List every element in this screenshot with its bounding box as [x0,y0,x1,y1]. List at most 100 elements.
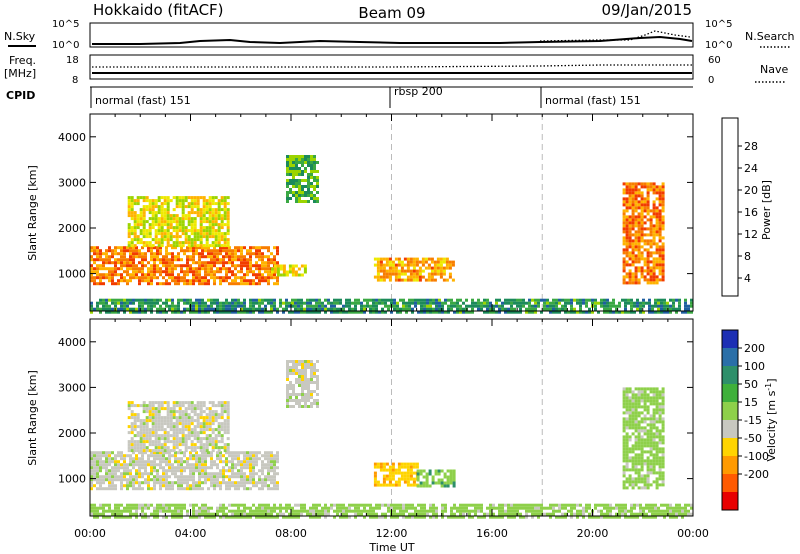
scatter-cell [169,199,173,203]
scatter-cell [192,484,195,488]
scatter-cell [489,307,492,311]
scatter-cell [661,227,665,231]
scatter-cell [637,227,641,231]
scatter-cell [172,208,176,212]
scatter-cell [208,235,212,239]
scatter-cell [133,199,137,203]
scatter-cell [252,463,255,467]
scatter-cell [138,304,141,308]
scatter-cell [634,206,638,210]
scatter-cell [183,279,186,283]
scatter-cell [217,211,221,215]
scatter-cell [661,263,665,267]
scatter-cell [153,273,156,277]
scatter-cell [220,223,224,227]
scatter-cell [196,407,200,411]
scatter-cell [144,515,147,519]
scatter-cell [426,301,429,305]
scatter-cell [634,426,638,430]
scatter-cell [199,211,203,215]
scatter-cell [123,246,126,250]
scatter-cell [108,478,111,482]
scatter-cell [400,474,404,478]
scatter-cell [628,423,632,427]
scatter-cell [468,509,471,513]
scatter-cell [646,468,650,472]
scatter-cell [652,411,656,415]
scatter-cell [310,170,313,173]
scatter-cell [258,276,261,280]
scatter-cell [406,263,410,267]
scatter-cell [234,472,237,476]
scatter-cell [625,236,629,240]
scatter-cell [273,457,276,461]
scatter-cell [663,307,666,311]
scatter-cell [132,267,135,271]
scatter-cell [339,506,342,510]
date-title: 09/Jan/2015 [602,1,693,19]
scatter-cell [427,257,431,261]
scatter-cell [127,208,131,212]
scatter-cell [318,515,321,519]
scatter-cell [246,264,249,268]
scatter-cell [198,463,201,467]
scatter-cell [249,307,252,311]
scatter-cell [169,235,173,239]
scatter-cell [96,454,99,458]
scatter-cell [208,211,212,215]
scatter-cell [130,401,134,405]
scatter-cell [489,506,492,510]
scatter-cell [415,275,419,279]
scatter-cell [655,483,659,487]
scatter-cell [130,205,134,209]
scatter-cell [141,304,144,308]
scatter-cell [99,255,102,259]
scatter-cell [231,270,234,274]
scatter-cell [156,252,159,256]
scatter-cell [193,241,197,245]
scatter-cell [123,298,126,302]
scatter-cell [96,270,99,274]
scatter-cell [207,273,210,277]
scatter-cell [231,249,234,253]
scatter-cell [207,249,210,253]
scatter-cell [486,298,489,302]
scatter-cell [99,478,102,482]
scatter-cell [213,463,216,467]
scatter-cell [655,230,659,234]
scatter-cell [646,396,650,400]
scatter-cell [456,506,459,510]
scatter-cell [141,298,144,302]
scatter-cell [628,435,632,439]
scatter-cell [195,503,198,507]
scatter-cell [246,463,249,467]
scatter-cell [177,279,180,283]
scatter-cell [474,506,477,510]
scatter-cell [187,214,191,218]
scatter-cell [379,483,383,487]
scatter-cell [228,478,231,482]
scatter-cell [193,220,197,224]
scatter-cell [307,158,310,161]
scatter-cell [267,469,270,473]
scatter-cell [480,503,483,507]
scatter-cell [186,466,189,470]
scatter-cell [171,267,174,271]
scatter-cell [126,472,129,476]
power-scale-label: 20 [744,184,758,197]
scatter-cell [123,484,126,488]
scatter-cell [658,477,662,481]
scatter-cell [430,266,434,270]
scatter-cell [222,276,225,280]
scatter-cell [300,264,304,268]
scatter-cell [213,484,216,488]
scatter-cell [387,304,390,308]
scatter-cell [286,384,289,387]
scatter-cell [426,509,429,513]
scatter-cell [258,282,261,286]
scatter-cell [148,413,152,417]
scatter-cell [169,413,173,417]
scatter-cell [90,460,93,464]
scatter-cell [255,255,258,259]
scatter-cell [174,276,177,280]
